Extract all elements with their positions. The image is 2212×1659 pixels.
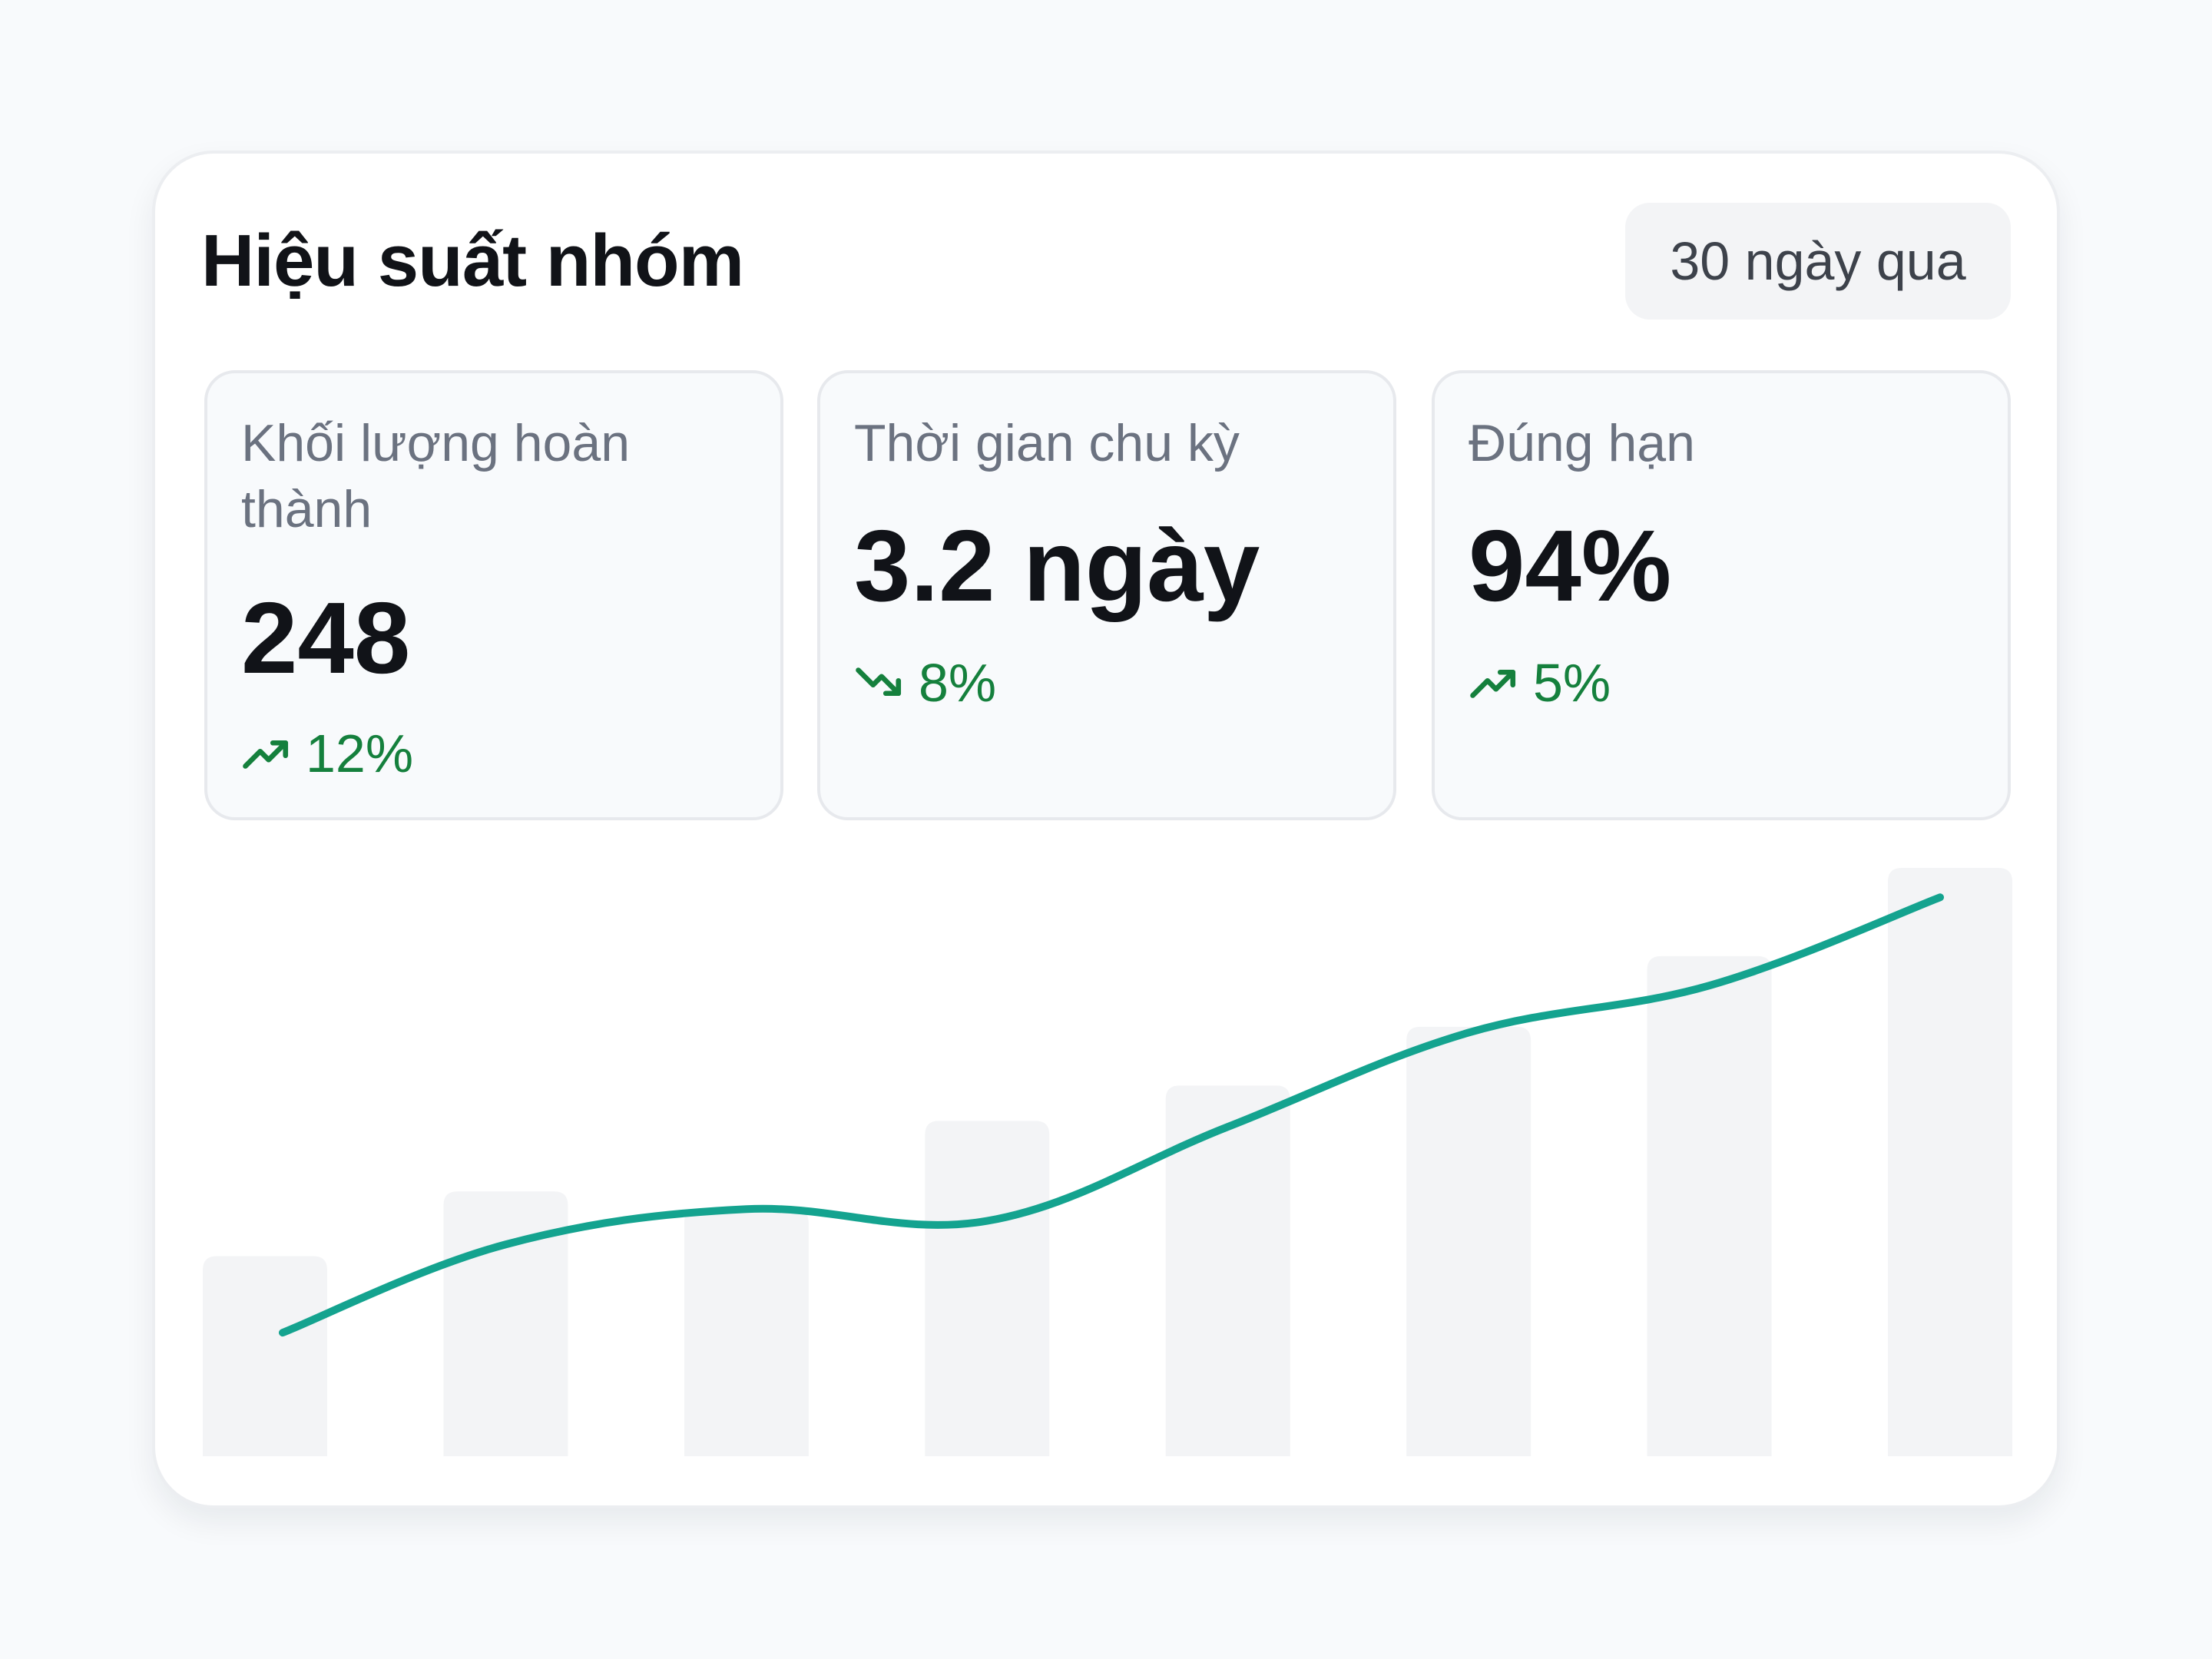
metric-change-value: 12%	[306, 724, 414, 783]
chart-bar	[925, 1121, 1050, 1456]
trending-up-icon	[243, 740, 289, 769]
metric-label: Khối lượng hoàn thành	[241, 414, 631, 538]
chart-bar	[1165, 1085, 1290, 1456]
metric-value: 3.2 ngày	[854, 509, 1260, 622]
metric-label: Đúng hạn	[1469, 414, 1695, 472]
metric-value: 248	[241, 581, 411, 694]
trending-down-icon	[856, 667, 902, 697]
metric-card-cycle-time: Thời gian chu kỳ 3.2 ngày 8%	[817, 370, 1396, 820]
chart-bar	[1406, 1026, 1532, 1456]
metric-change-value: 5%	[1533, 653, 1611, 713]
metric-card-completed-volume: Khối lượng hoàn thành 248 12%	[204, 370, 783, 820]
performance-chart	[203, 868, 2012, 1456]
metric-change: 5%	[1469, 648, 1611, 717]
metric-change-value: 8%	[919, 653, 997, 713]
metric-value: 94%	[1469, 509, 1672, 622]
chart-bar	[684, 1209, 809, 1456]
chart-bar	[203, 1256, 327, 1456]
card-title: Hiệu suất nhóm	[201, 220, 744, 302]
metric-change: 8%	[854, 648, 996, 717]
metric-change: 12%	[241, 719, 413, 788]
trend-line	[279, 893, 1944, 1337]
trending-up-icon	[1470, 669, 1516, 698]
date-range-button[interactable]: 30 ngày qua	[1625, 203, 2011, 320]
chart-bar	[1888, 868, 2012, 1456]
chart-bar	[1647, 955, 1772, 1456]
metric-label: Thời gian chu kỳ	[854, 414, 1240, 472]
metric-card-on-time: Đúng hạn 94% 5%	[1432, 370, 2011, 820]
